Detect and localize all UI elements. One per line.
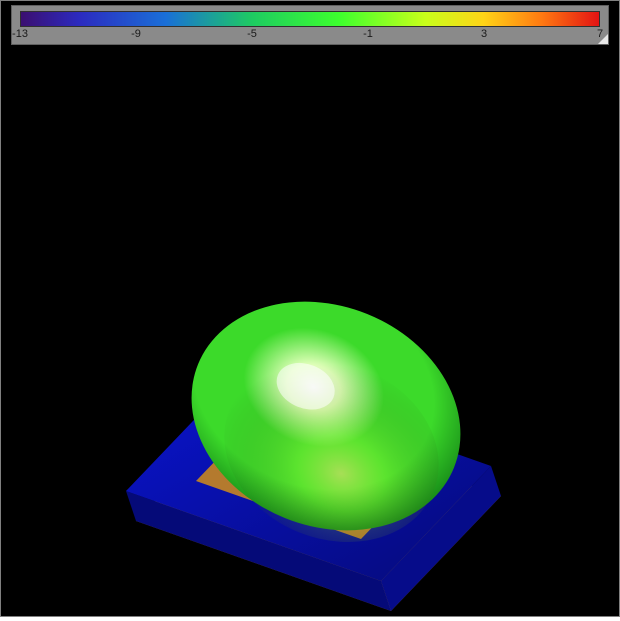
scene-svg xyxy=(1,51,619,616)
colorbar-panel: -13-9-5-137 xyxy=(11,5,609,45)
colorbar-tick-label: -1 xyxy=(363,28,373,40)
colorbar-tick-label: -9 xyxy=(131,28,141,40)
colorbar-tick-label: 3 xyxy=(481,28,487,40)
colorbar-ticks: -13-9-5-137 xyxy=(20,28,600,44)
scene-3d[interactable] xyxy=(1,51,619,616)
colorbar-tick-label: -5 xyxy=(247,28,257,40)
colorbar-tick-label: -13 xyxy=(12,28,28,40)
panel-fold-icon xyxy=(598,34,608,44)
figure-root: -13-9-5-137 xyxy=(0,0,620,617)
colorbar-gradient xyxy=(20,11,600,27)
